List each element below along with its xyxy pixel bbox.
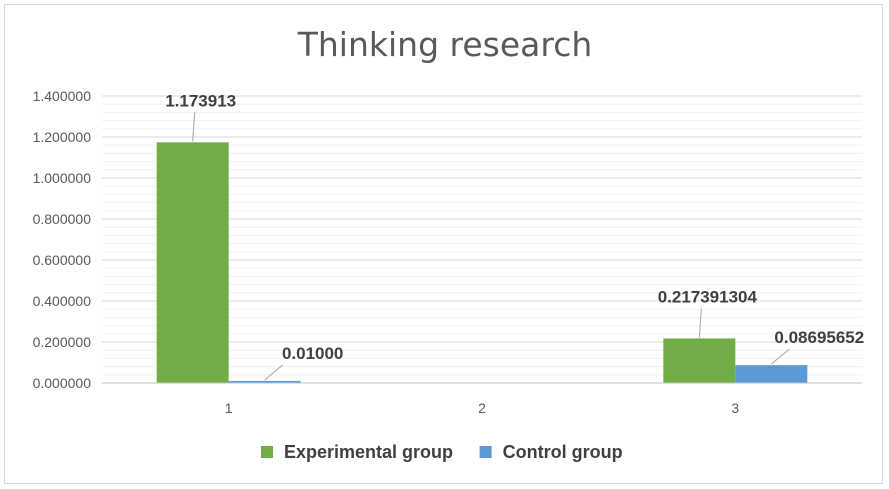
y-tick-label: 1.200000 [33, 129, 92, 145]
x-tick-label: 2 [478, 400, 486, 416]
bars [156, 142, 808, 383]
bar [156, 142, 229, 383]
y-tick-label: 0.200000 [33, 334, 92, 350]
y-tick-label: 0.600000 [33, 252, 92, 268]
data-label: 0.01000 [282, 344, 343, 363]
leader-line [698, 308, 702, 338]
leader-line [264, 364, 283, 381]
legend-swatch [479, 446, 492, 458]
legend-swatch [261, 446, 273, 458]
legend-label: Experimental group [284, 442, 453, 462]
chart-title: Thinking research [297, 25, 593, 64]
y-tick-label: 0.800000 [33, 211, 92, 227]
bar [663, 338, 736, 383]
y-tick-label: 1.400000 [33, 88, 92, 104]
y-tick-label: 0.400000 [33, 293, 92, 309]
label-leader-lines [192, 112, 790, 381]
data-label: 0.217391304 [658, 287, 758, 306]
bar [735, 365, 808, 383]
data-label: 1.173913 [165, 91, 236, 110]
x-tick-label: 1 [225, 400, 233, 416]
legend-label: Control group [503, 442, 623, 462]
bar [228, 380, 301, 383]
leader-line [771, 348, 790, 365]
x-axis-ticks: 1 2 3 [225, 400, 740, 416]
legend: Experimental group Control group [261, 442, 623, 462]
leader-line [192, 112, 196, 142]
data-labels: 1.173913 0.217391304 0.01000 0.08695652 [165, 91, 864, 363]
x-tick-label: 3 [731, 400, 739, 416]
y-axis-ticks: 0.000000 0.200000 0.400000 0.600000 0.800000… [33, 88, 92, 391]
data-label: 0.08695652 [774, 328, 864, 347]
y-tick-label: 1.000000 [33, 170, 92, 186]
y-tick-label: 0.000000 [33, 375, 92, 391]
